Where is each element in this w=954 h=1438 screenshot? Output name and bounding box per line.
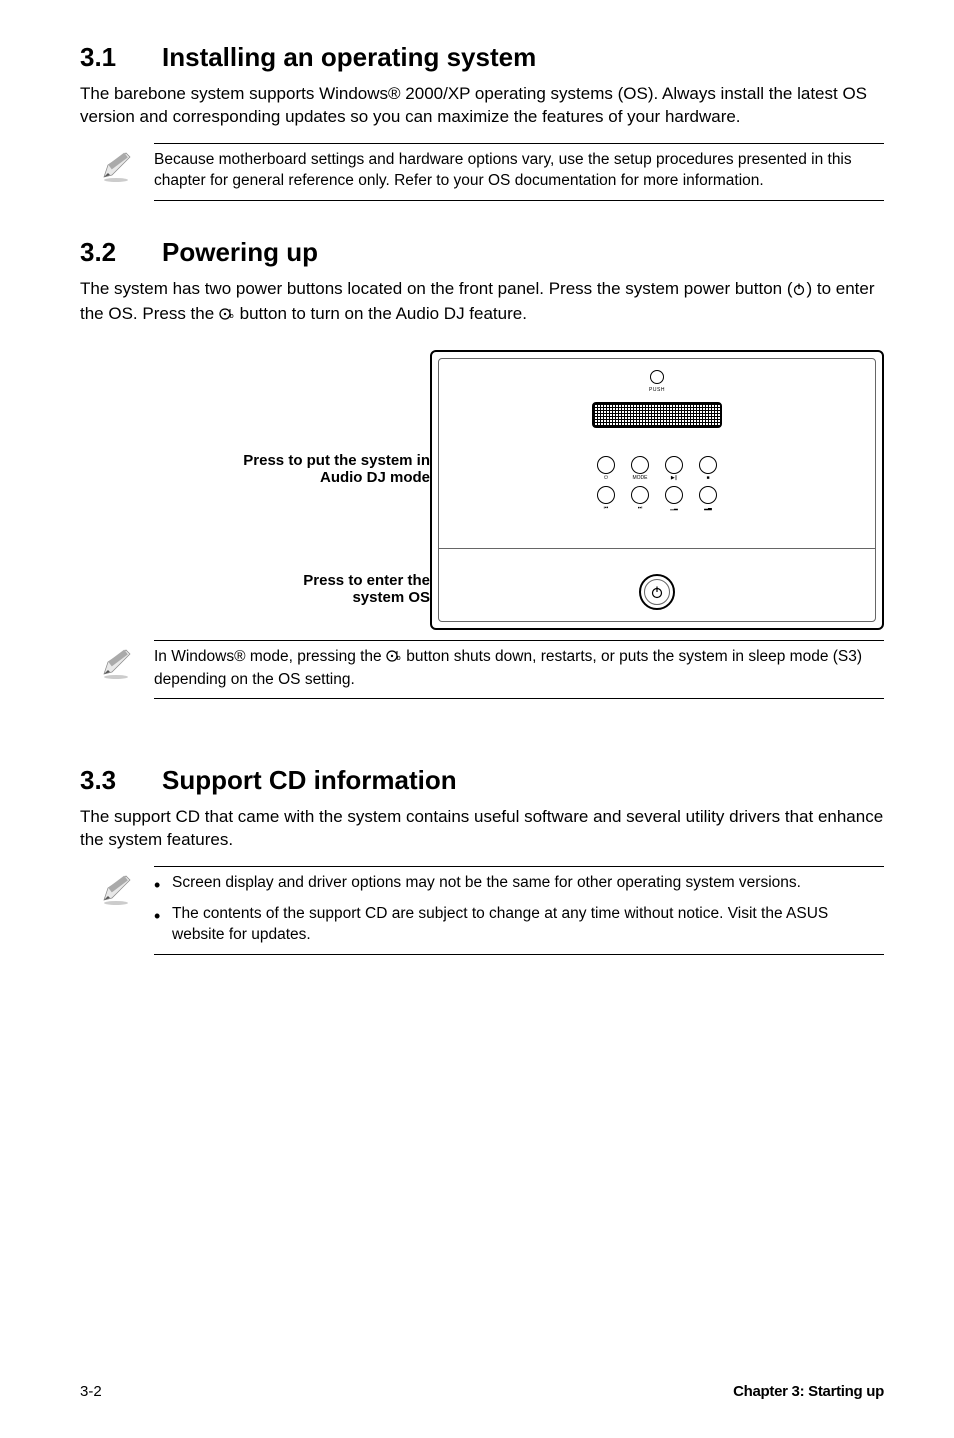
- panel-divider: [439, 548, 875, 549]
- lcd-display-icon: [592, 402, 722, 428]
- dj-button-icon: ▂▃: [699, 486, 717, 504]
- section-number: 3.1: [80, 42, 162, 73]
- svg-text:D: D: [397, 656, 401, 662]
- note-block-3: Screen display and driver options may no…: [80, 866, 884, 955]
- pencil-icon: [98, 640, 154, 700]
- push-button-icon: [650, 370, 664, 384]
- page-number: 3-2: [80, 1383, 102, 1400]
- heading-3-2: 3.2 Powering up: [80, 237, 884, 268]
- note-block-2: In Windows® mode, pressing the D button …: [80, 640, 884, 700]
- note-block-1: Because motherboard settings and hardwar…: [80, 143, 884, 201]
- dj-button-icon: ■: [699, 456, 717, 474]
- label-audio-dj: Press to put the system in Audio DJ mode: [243, 452, 430, 486]
- note-bullet: The contents of the support CD are subje…: [172, 904, 884, 946]
- paragraph-power-intro: The system has two power buttons located…: [80, 278, 884, 328]
- power-symbol-icon: [644, 579, 670, 605]
- page-footer: 3-2 Chapter 3: Starting up: [80, 1383, 884, 1400]
- pencil-icon: [98, 143, 154, 201]
- heading-3-1: 3.1 Installing an operating system: [80, 42, 884, 73]
- dj-button-icon: MODE: [631, 456, 649, 474]
- dj-button-icon: ▶∥: [665, 456, 683, 474]
- section-number: 3.2: [80, 237, 162, 268]
- dj-button-icon: ⏭: [631, 486, 649, 504]
- note-text-2: In Windows® mode, pressing the D button …: [154, 640, 884, 700]
- chapter-label: Chapter 3: Starting up: [733, 1383, 884, 1400]
- dj-button-icon: ▁▂: [665, 486, 683, 504]
- front-panel-diagram: Press to put the system in Audio DJ mode…: [80, 350, 884, 630]
- dj-button-icon: ⏮: [597, 486, 615, 504]
- section-number: 3.3: [80, 765, 162, 796]
- button-grid: ⏻ MODE ▶∥ ■ ⏮ ⏭ ▁▂ ▂▃: [593, 452, 721, 508]
- power-button-icon: [639, 574, 675, 610]
- diagram-labels: Press to put the system in Audio DJ mode…: [80, 350, 430, 630]
- device-panel: ⏻ MODE ▶∥ ■ ⏮ ⏭ ▁▂ ▂▃: [430, 350, 884, 630]
- heading-3-3: 3.3 Support CD information: [80, 765, 884, 796]
- note-text-1: Because motherboard settings and hardwar…: [154, 143, 884, 201]
- label-system-os: Press to enter the system OS: [303, 572, 430, 606]
- pencil-icon: [98, 866, 154, 955]
- dj-button-icon: ⏻: [597, 456, 615, 474]
- section-title: Support CD information: [162, 765, 457, 796]
- paragraph-os-intro: The barebone system supports Windows® 20…: [80, 83, 884, 129]
- cd-power-icon: D: [386, 649, 402, 670]
- svg-text:D: D: [230, 314, 234, 320]
- power-icon: [792, 280, 806, 303]
- section-title: Powering up: [162, 237, 318, 268]
- note-bullet: Screen display and driver options may no…: [172, 873, 884, 894]
- section-title: Installing an operating system: [162, 42, 536, 73]
- note-text-3: Screen display and driver options may no…: [154, 866, 884, 955]
- cd-power-icon: D: [219, 305, 235, 328]
- paragraph-cd-intro: The support CD that came with the system…: [80, 806, 884, 852]
